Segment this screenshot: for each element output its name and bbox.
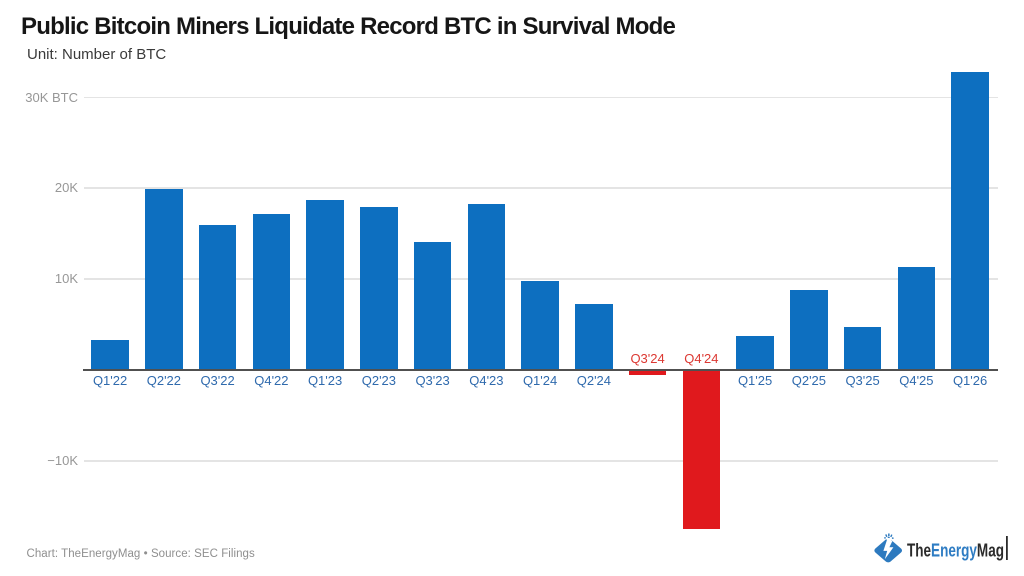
svg-text:TheEnergyMag: TheEnergyMag: [907, 540, 1004, 561]
